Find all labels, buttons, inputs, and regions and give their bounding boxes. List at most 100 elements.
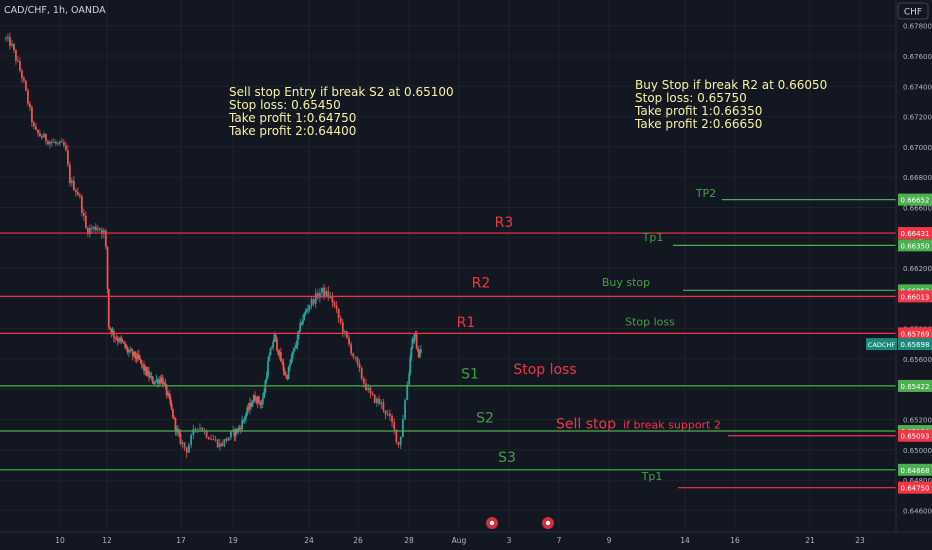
candle-body [406,384,409,401]
time-tick-label: 19 [228,536,238,545]
price-tag-box [898,327,932,340]
buy-note-line-4: Take profit 2:0.66650 [634,117,762,131]
currency-label: CHF [904,8,922,18]
time-axis[interactable]: 10 12 17 19 24 26 28 Aug 3 7 9 14 16 21 23 [55,536,865,545]
candle-body [265,376,268,381]
time-tick-label: 9 [607,536,612,545]
candle-body [74,190,77,193]
candle-body [58,141,61,144]
price-tick-label: 0.67600 [903,53,932,61]
candle-body [321,287,323,293]
candle-body [348,337,350,345]
candle-body [239,428,242,430]
candle-body [282,362,285,371]
level-annotation: Buy stop [602,276,650,289]
candle-body [15,50,17,61]
candle-body [312,299,315,304]
candle-body [350,344,353,354]
candle-body [199,427,201,429]
candle-body [174,418,177,431]
candle-body [279,352,282,362]
candle-body [214,439,217,441]
candle-body [116,338,119,341]
price-tag-label: 0.66350 [901,242,930,250]
candle-body [246,407,249,415]
candle-body [172,409,174,418]
candle-body [35,126,37,130]
candle-body [241,420,244,430]
candle-body [227,437,230,441]
time-tick-label: 26 [353,536,363,545]
price-tag-label: 0.66431 [901,230,930,238]
candle-body [369,387,372,394]
candle-body [352,353,355,357]
level-annotation: Tp1 [641,470,663,483]
price-tick-label: 0.67000 [903,144,932,152]
candle-body [404,400,406,420]
candle-body [68,164,71,183]
candle-body [54,142,57,144]
candle-body [305,310,308,312]
candle-body [301,319,304,325]
time-tick-label: 7 [557,536,562,545]
candle-body [335,305,338,310]
candle-body [258,396,260,403]
current-symbol-tag [866,338,897,351]
candle-body [161,377,164,385]
candle-body [82,212,85,216]
candle-body [173,417,176,419]
candle-body [50,141,53,143]
price-tick-label: 0.65000 [903,447,932,455]
event-marker-2[interactable] [542,517,554,529]
event-marker-1[interactable] [486,517,498,529]
time-tick-label: 24 [304,536,314,545]
level-lines [0,198,896,489]
candle-body [140,360,143,365]
candle-body [263,392,265,398]
candle-body [76,192,79,195]
candle-body [80,196,83,213]
candle-body [98,228,101,230]
candle-body [409,358,412,374]
price-tag-label: 0.66652 [901,197,930,205]
candle-body [270,347,273,349]
candle-body [92,226,95,229]
candle-body [138,354,140,359]
candles [5,32,422,458]
candle-body [316,293,319,298]
candle-body [327,291,330,298]
candle-body [151,376,154,384]
candle-body [415,333,418,349]
candle-body [96,228,99,231]
candle-body [128,351,130,353]
candle-body [86,227,89,234]
price-tag-label: 0.66013 [901,293,930,301]
candle-body [84,215,87,228]
candle-body [412,339,415,341]
candle-body [11,43,13,46]
symbol-title: CAD/CHF, 1h, OANDA [4,5,106,16]
current-symbol-label: CADCHF [868,341,895,349]
time-tick-label: 23 [855,536,865,545]
candle-body [88,228,91,234]
candle-body [416,348,419,351]
candle-body [365,383,367,390]
candle-body [164,382,167,385]
candle-body [391,416,393,423]
candle-body [251,402,254,407]
candle-body [417,350,420,358]
candle-body [269,348,272,356]
currency-button[interactable]: CHF [897,2,929,20]
price-tick-label: 0.67200 [903,114,932,122]
level-annotation: if break support 2 [623,419,721,432]
price-tag-box [898,429,932,442]
candle-body [300,322,303,325]
event-flag-icon-dot [545,520,551,526]
candle-body [395,429,398,442]
candle-body [144,367,147,371]
candle-body [411,339,414,349]
candle-body [277,350,280,355]
candle-body [165,384,168,396]
candle-body [167,393,169,396]
